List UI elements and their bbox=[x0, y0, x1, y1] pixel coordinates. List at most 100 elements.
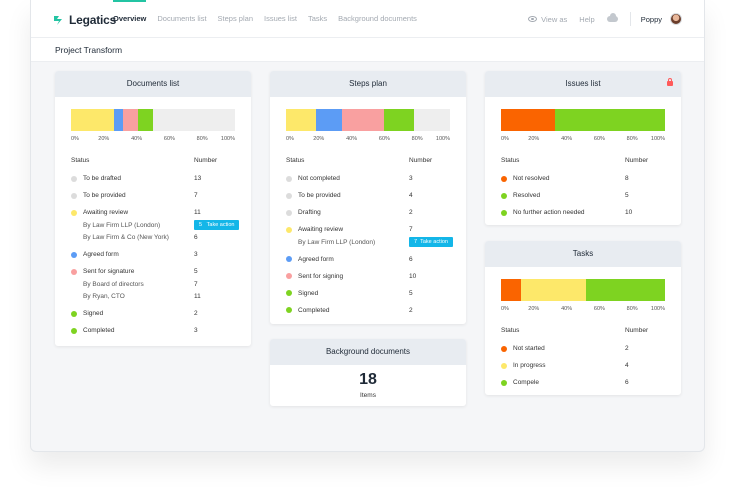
axis-tick-label: 0% bbox=[71, 136, 79, 142]
progress-segment bbox=[123, 109, 139, 131]
status-count: 6 bbox=[194, 234, 198, 241]
status-sub-row[interactable]: By Board of directors 7 bbox=[71, 281, 239, 288]
status-row[interactable]: No further action needed 10 bbox=[501, 209, 669, 216]
take-action-button[interactable]: 7 Take action bbox=[409, 236, 453, 247]
status-row[interactable]: To be provided 7 bbox=[71, 192, 239, 199]
status-row[interactable]: Not resolved 8 bbox=[501, 175, 669, 182]
axis-tick-label: 0% bbox=[501, 136, 509, 142]
nav-issues-list[interactable]: Issues list bbox=[264, 14, 297, 23]
nav-background-documents[interactable]: Background documents bbox=[338, 14, 417, 23]
axis-tick-label: 60% bbox=[593, 136, 605, 142]
status-dot-icon bbox=[501, 379, 507, 386]
status-dot-icon bbox=[71, 192, 77, 199]
status-label: In progress bbox=[513, 362, 546, 369]
take-action-label: Take action bbox=[420, 238, 448, 245]
axis-tick-label: 100% bbox=[650, 136, 665, 142]
status-cell: Completed bbox=[71, 327, 114, 334]
status-dot-icon bbox=[286, 175, 292, 182]
status-row[interactable]: Sent for signature 5 bbox=[71, 268, 239, 275]
brand-name: Legatics bbox=[69, 13, 117, 27]
status-row[interactable]: To be drafted 13 bbox=[71, 175, 239, 182]
logo[interactable]: Legatics bbox=[53, 13, 116, 27]
take-action-button[interactable]: 5 Take action bbox=[194, 219, 240, 230]
status-cell: To be drafted bbox=[71, 175, 121, 182]
status-dot-icon bbox=[286, 209, 292, 216]
help-link[interactable]: Help bbox=[579, 14, 595, 24]
nav-tasks[interactable]: Tasks bbox=[307, 14, 328, 23]
status-row[interactable]: Awaiting review 7 bbox=[286, 226, 454, 233]
status-column-header: Status bbox=[286, 157, 305, 164]
status-cell: In progress bbox=[501, 362, 546, 369]
status-count: 6 bbox=[409, 255, 413, 263]
progress-segment bbox=[71, 109, 114, 131]
axis-tick-label: 60% bbox=[378, 136, 390, 142]
nav-overview[interactable]: Overview bbox=[113, 0, 147, 38]
axis-tick-label: 100% bbox=[650, 306, 665, 312]
status-row[interactable]: Completed 2 bbox=[286, 307, 454, 314]
axis-tick-label: 100% bbox=[220, 136, 235, 142]
tasks-card[interactable]: Tasks 0% 20% 40% 60% 80% 100% Status Number Not … bbox=[485, 241, 681, 395]
view-as-label: View as bbox=[541, 14, 568, 24]
status-label: By Ryan, CTO bbox=[83, 293, 125, 300]
status-table: Status Number Not resolved 8 Resolved 5 No fur… bbox=[501, 157, 669, 219]
status-row[interactable]: Completed 3 bbox=[71, 327, 239, 334]
status-label: By Law Firm LLP (London) bbox=[298, 238, 376, 246]
view-as-button[interactable]: View as bbox=[528, 15, 567, 24]
status-cell: No further action needed bbox=[501, 209, 585, 216]
progress-bar bbox=[286, 109, 450, 131]
status-label: Signed bbox=[298, 289, 319, 297]
axis-tick-label: 80% bbox=[626, 306, 638, 312]
status-row[interactable]: Signed 5 bbox=[286, 290, 454, 297]
status-label: Not resolved bbox=[513, 175, 550, 182]
cloud-icon[interactable] bbox=[606, 13, 618, 22]
issues-list-card[interactable]: Issues list 0% 20% 40% 60% 80% 100% Status Numb… bbox=[485, 71, 681, 225]
steps-plan-title: Steps plan bbox=[270, 71, 466, 97]
avatar[interactable] bbox=[670, 13, 682, 25]
status-row[interactable]: Sent for signing 10 bbox=[286, 273, 454, 280]
status-label: By Law Firm LLP (London) bbox=[83, 221, 161, 229]
issues-list-title: Issues list bbox=[485, 71, 681, 97]
status-row[interactable]: Not started 2 bbox=[501, 345, 669, 352]
status-row[interactable]: Signed 2 bbox=[71, 310, 239, 317]
status-cell: To be provided bbox=[286, 192, 341, 199]
status-count: 7 bbox=[194, 280, 198, 288]
progress-bar bbox=[501, 109, 665, 131]
lock-icon[interactable] bbox=[667, 78, 673, 86]
status-sub-row[interactable]: By Law Firm LLP (London) 5 Take action bbox=[71, 219, 240, 230]
status-row[interactable]: Agreed form 3 bbox=[71, 251, 239, 258]
status-row[interactable]: To be provided 4 bbox=[286, 192, 454, 199]
status-cell: Compele bbox=[501, 379, 539, 386]
status-sub-row[interactable]: By Ryan, CTO 11 bbox=[71, 293, 239, 300]
status-row[interactable]: Drafting 2 bbox=[286, 209, 454, 216]
nav-documents-list[interactable]: Documents list bbox=[157, 14, 207, 23]
progress-axis: 0% 20% 40% 60% 80% 100% bbox=[286, 136, 450, 144]
axis-tick-label: 0% bbox=[286, 136, 294, 142]
status-column-header: Status bbox=[501, 327, 520, 334]
status-row[interactable]: Agreed form 6 bbox=[286, 256, 454, 263]
status-sub-row[interactable]: By Law Firm & Co (New York) 6 bbox=[71, 234, 239, 241]
background-documents-card[interactable]: Background documents 18 Items bbox=[270, 339, 466, 406]
axis-tick-label: 40% bbox=[561, 136, 573, 142]
documents-list-card[interactable]: Documents list 0% 20% 40% 60% 80% 100% Status N… bbox=[55, 71, 251, 346]
axis-tick-label: 60% bbox=[593, 306, 605, 312]
status-table: Status Number Not completed 3 To be provided… bbox=[286, 157, 454, 318]
user-name[interactable]: Poppy bbox=[640, 14, 662, 24]
status-label: Sent for signature bbox=[83, 268, 135, 275]
status-sub-row[interactable]: By Law Firm LLP (London) 7 Take action bbox=[286, 236, 454, 247]
eye-icon bbox=[528, 16, 538, 22]
axis-tick-label: 20% bbox=[528, 306, 540, 312]
status-row[interactable]: In progress 4 bbox=[501, 362, 669, 369]
status-count: 13 bbox=[194, 175, 202, 182]
status-cell: By Ryan, CTO bbox=[71, 293, 125, 300]
status-row[interactable]: Not completed 3 bbox=[286, 175, 454, 182]
steps-plan-card[interactable]: Steps plan 0% 20% 40% 60% 80% 100% Status Numbe… bbox=[270, 71, 466, 324]
progress-segment bbox=[286, 109, 316, 131]
axis-tick-label: 40% bbox=[561, 306, 573, 312]
status-row[interactable]: Compele 6 bbox=[501, 379, 669, 386]
status-cell: Agreed form bbox=[71, 251, 119, 258]
status-label: Awaiting review bbox=[83, 209, 129, 216]
status-row[interactable]: Resolved 5 bbox=[501, 192, 669, 199]
nav-steps-plan[interactable]: Steps plan bbox=[217, 14, 253, 23]
status-row[interactable]: Awaiting review 11 bbox=[71, 209, 239, 216]
status-dot-icon bbox=[286, 290, 292, 296]
